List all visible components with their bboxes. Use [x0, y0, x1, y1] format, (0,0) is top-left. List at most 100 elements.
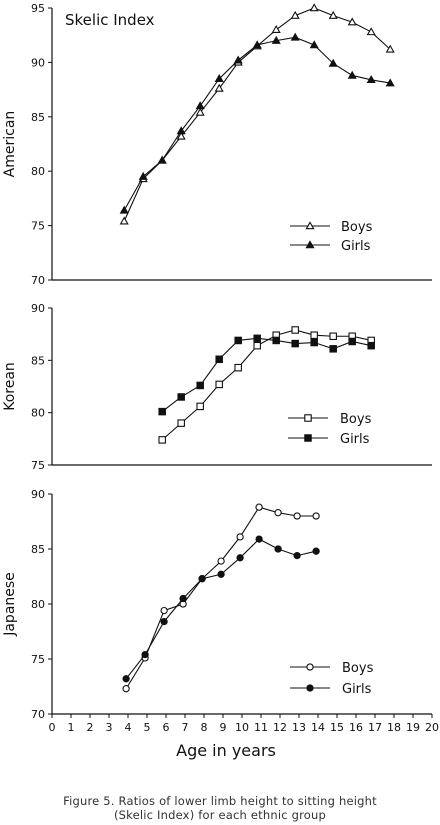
panel-1-y-tick-label: 80 [31, 407, 45, 420]
x-tick-label: 1 [68, 721, 75, 734]
figure-caption-line2: (Skelic Index) for each ethnic group [113, 808, 327, 822]
panel-1-legend-marker-girls [304, 434, 312, 442]
panel-2-boys-point [236, 533, 244, 541]
panel-1-boys-point [329, 332, 337, 341]
panel-2-boys-line [125, 506, 317, 689]
x-tick-label: 18 [387, 721, 401, 734]
panel-1-girls-point [367, 341, 375, 350]
panel-0-girls-point [385, 78, 395, 87]
x-tick-label: 13 [292, 721, 306, 734]
panel-0-legend-marker-girls [305, 240, 315, 249]
panel-1-series-boys [158, 326, 375, 444]
panel-0-y-tick-label: 85 [31, 111, 45, 124]
panel-1-girls-point [291, 339, 299, 348]
panel-2-girls-point [312, 547, 320, 555]
panel-0-girls-point [328, 58, 338, 67]
panel-2-y-tick-label: 75 [31, 653, 45, 666]
x-tick-label: 8 [201, 721, 208, 734]
panel-2-legend-marker-girls [306, 684, 314, 692]
panel-0-y-tick-label: 90 [31, 56, 45, 69]
panel-0-boys-point [385, 44, 395, 53]
panel-1-boys-point [177, 419, 185, 427]
panel-1-girls-point [272, 336, 280, 345]
panel-1-girls-point [177, 393, 185, 401]
panel-2-boys-point [217, 557, 225, 565]
x-tick-label: 2 [87, 721, 94, 734]
panel-0-girls-line [123, 36, 391, 211]
panel-2-girls-point [198, 575, 206, 583]
panel-2-boys-point [274, 509, 282, 517]
panel-0-girls-point [347, 70, 357, 79]
panel-1-girls-point [158, 407, 166, 416]
panel-0-boys-line [123, 7, 391, 222]
panel-2-boys-point [122, 685, 130, 693]
x-tick-label: 20 [425, 721, 439, 734]
x-tick-label: 15 [330, 721, 344, 734]
panel-1-legend-label-boys: Boys [340, 412, 372, 427]
x-tick-label: 17 [368, 721, 382, 734]
panel-0-girls-point [195, 101, 205, 110]
panel-2-girls-point [255, 535, 263, 543]
panel-1-y-tick-label: 85 [31, 354, 45, 367]
panel-0-boys-point [271, 25, 281, 34]
panel-2-boys-point [255, 503, 263, 511]
panel-2-y-tick-label: 70 [31, 708, 45, 721]
panel-0-y-tick-label: 95 [31, 2, 45, 15]
panel-2-series-girls [122, 535, 320, 683]
x-tick-label: 14 [311, 721, 325, 734]
x-axis-title: Age in years [176, 741, 276, 760]
panel-0-boys-point [214, 83, 224, 92]
x-tick-label: 12 [273, 721, 287, 734]
x-tick-label: 11 [254, 721, 268, 734]
panel-2-y-tick-label: 85 [31, 543, 45, 556]
panel-2-series-boys [122, 503, 320, 693]
panel-0-girls-point [176, 126, 186, 135]
panel-0-boys-point [290, 10, 300, 19]
panel-1-boys-point [234, 363, 242, 372]
panel-1-legend-marker-boys [304, 414, 312, 422]
panel-1-series-girls [158, 334, 375, 416]
panel-2-girls-point [236, 554, 244, 562]
panel-1-girls-line [161, 337, 372, 413]
panel-0-girls-point [119, 205, 129, 214]
panel-1-girls-point [196, 381, 204, 390]
figure-caption-line1: Figure 5. Ratios of lower limb height to… [63, 794, 377, 808]
x-tick-label: 16 [349, 721, 363, 734]
panel-0-legend-marker-boys [305, 221, 315, 230]
panel-2-girls-point [122, 675, 130, 683]
panel-0-boys-point [309, 3, 319, 12]
panel-0-y-tick-label: 70 [31, 274, 45, 287]
panel-0-legend-label-boys: Boys [341, 220, 373, 235]
panel-2-girls-point [160, 617, 168, 626]
x-tick-label: 7 [182, 721, 189, 734]
panel-2-girls-point [293, 551, 301, 560]
panel-0-legend-label-girls: Girls [341, 239, 371, 254]
panel-1-boys-point [310, 331, 318, 339]
panel-2-girls-point [217, 570, 225, 578]
panel-2-boys-point [312, 512, 320, 520]
x-tick-label: 9 [220, 721, 227, 734]
chart-title: Skelic Index [65, 11, 155, 29]
panel-1-girls-point [310, 338, 318, 347]
panel-1-girls-point [348, 337, 356, 346]
x-tick-label: 0 [49, 721, 56, 734]
panel-1-girls-point [329, 345, 337, 353]
panel-1-girls-point [234, 336, 242, 345]
panel-0-boys-point [119, 216, 129, 225]
panel-1-y-axis-title: Korean [2, 362, 18, 411]
x-tick-label: 4 [125, 721, 132, 734]
panel-0-girls-point [233, 55, 243, 64]
panel-1-girls-point [253, 334, 261, 343]
panel-0-girls-point [290, 32, 300, 41]
panel-0-series-boys [119, 3, 395, 225]
panel-2-girls-point [274, 545, 282, 553]
panel-2-legend-label-girls: Girls [342, 682, 372, 697]
panel-0-girls-point [157, 155, 167, 164]
panel-2-legend-label-boys: Boys [342, 661, 374, 676]
panel-1-boys-point [253, 341, 261, 350]
panel-0-girls-point [309, 40, 319, 49]
panel-1-legend-label-girls: Girls [340, 432, 370, 447]
panel-0-girls-point [252, 40, 262, 49]
panel-2-boys-point [293, 512, 301, 520]
panel-0-girls-point [214, 74, 224, 82]
